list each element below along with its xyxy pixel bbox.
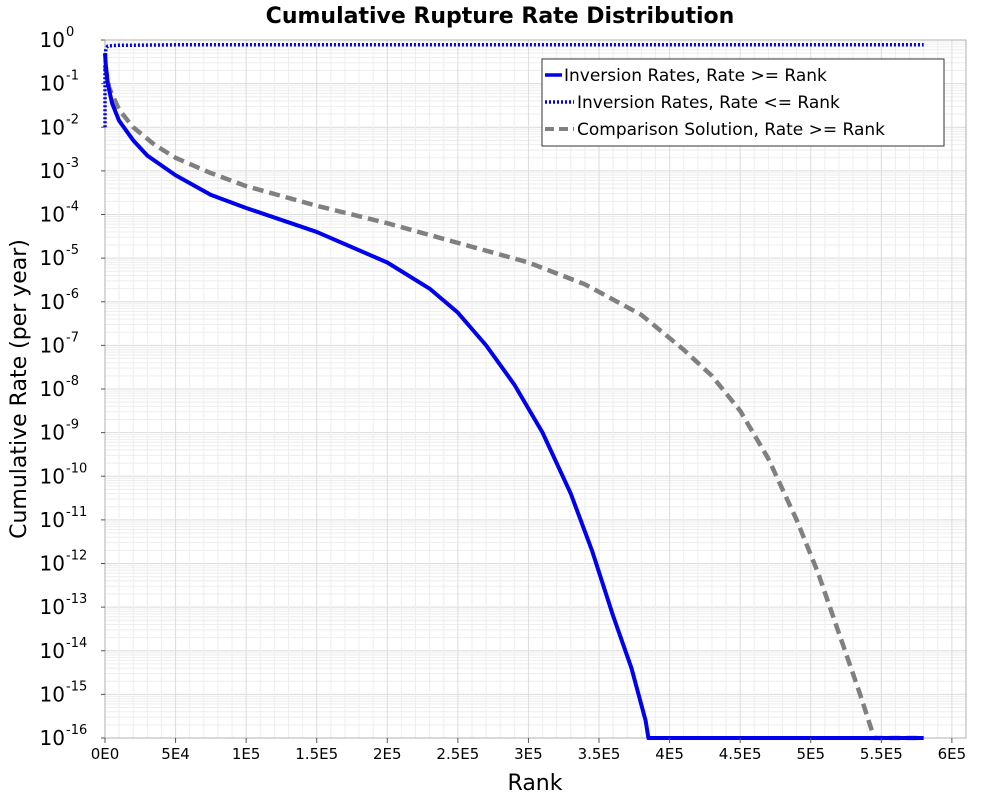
y-tick-base: 10	[40, 508, 65, 532]
x-tick-label: 4.5E5	[719, 745, 762, 763]
y-tick-base: 10	[40, 28, 65, 52]
y-tick-label: 10 -2	[40, 112, 79, 139]
y-axis-label: Cumulative Rate (per year)	[7, 239, 32, 539]
legend: Inversion Rates, Rate >= Rank Inversion …	[541, 58, 945, 147]
y-tick-base: 10	[40, 421, 65, 445]
y-tick-label: 10 -13	[40, 592, 88, 619]
x-tick-label: 2E5	[373, 745, 402, 763]
x-tick-label: 6E5	[938, 745, 967, 763]
x-tick-label: 3E5	[514, 745, 543, 763]
y-tick-exponent: -16	[66, 723, 87, 738]
y-tick-exponent: -1	[66, 69, 79, 84]
y-tick-label: 10 -15	[40, 679, 88, 706]
y-tick-base: 10	[40, 290, 65, 314]
y-tick-exponent: -13	[66, 592, 87, 607]
y-tick-base: 10	[40, 203, 65, 227]
x-tick-label: 2.5E5	[436, 745, 479, 763]
y-tick-base: 10	[40, 246, 65, 270]
x-tick-label: 0E0	[91, 745, 120, 763]
y-tick-label: 10 -5	[40, 243, 79, 270]
x-tick-label: 5.5E5	[860, 745, 903, 763]
y-tick-base: 10	[40, 333, 65, 357]
y-tick-base: 10	[40, 552, 65, 576]
y-tick-exponent: -8	[66, 374, 79, 389]
y-tick-base: 10	[40, 159, 65, 183]
x-tick-label: 5E5	[796, 745, 825, 763]
y-tick-exponent: -2	[66, 112, 79, 127]
y-tick-base: 10	[40, 377, 65, 401]
y-tick-label: 10 -3	[40, 156, 79, 183]
y-tick-base: 10	[40, 639, 65, 663]
y-tick-exponent: -12	[66, 549, 87, 564]
y-tick-label: 10 -7	[40, 330, 79, 357]
y-tick-exponent: -14	[66, 636, 87, 651]
x-tick-label: 1.5E5	[295, 745, 338, 763]
y-tick-exponent: -5	[66, 243, 79, 258]
series-layer	[102, 43, 924, 741]
y-tick-label: 10 -1	[40, 69, 79, 96]
y-tick-base: 10	[40, 464, 65, 488]
x-axis-label: Rank	[508, 771, 563, 796]
legend-label-inversion-le: Inversion Rates, Rate <= Rank	[577, 93, 840, 113]
y-tick-label: 10 0	[40, 25, 75, 52]
series-line-0	[103, 52, 924, 740]
y-tick-label: 10 -12	[40, 549, 88, 576]
legend-box	[541, 58, 945, 147]
series-line-2	[102, 65, 924, 741]
legend-label-comparison: Comparison Solution, Rate >= Rank	[577, 120, 885, 140]
y-tick-exponent: 0	[66, 25, 74, 40]
y-tick-exponent: -10	[66, 461, 87, 476]
y-tick-exponent: -7	[66, 330, 79, 345]
y-tick-exponent: -9	[66, 418, 79, 433]
y-tick-exponent: -3	[66, 156, 79, 171]
y-tick-label: 10 -14	[40, 636, 88, 663]
x-tick-label: 5E4	[161, 745, 190, 763]
y-tick-label: 10 -16	[40, 723, 88, 750]
y-tick-exponent: -15	[66, 679, 87, 694]
y-tick-label: 10 -9	[40, 418, 79, 445]
y-tick-label: 10 -6	[40, 287, 79, 314]
x-tick-label: 3.5E5	[578, 745, 621, 763]
y-tick-exponent: -11	[66, 505, 87, 520]
y-tick-label: 10 -10	[40, 461, 88, 488]
y-tick-exponent: -6	[66, 287, 79, 302]
x-tick-label: 1E5	[232, 745, 261, 763]
x-tick-label: 4E5	[655, 745, 684, 763]
y-tick-base: 10	[40, 726, 65, 750]
chart-title: Cumulative Rupture Rate Distribution	[266, 4, 735, 29]
legend-label-inversion-ge: Inversion Rates, Rate >= Rank	[564, 66, 827, 86]
y-tick-exponent: -4	[66, 200, 79, 215]
y-tick-base: 10	[40, 595, 65, 619]
y-tick-label: 10 -4	[40, 200, 79, 227]
y-tick-base: 10	[40, 72, 65, 96]
y-tick-label: 10 -11	[40, 505, 88, 532]
y-tick-label: 10 -8	[40, 374, 79, 401]
y-axis-ticks: 10 010 -110 -210 -310 -410 -510 -610 -710 -810 -91…	[40, 25, 105, 750]
y-tick-base: 10	[40, 115, 65, 139]
y-tick-base: 10	[40, 682, 65, 706]
x-axis-ticks: 0E0 5E4 1E5 1.5E5 2E5 2.5E5 3E5 3.5E5 4E5 4.5E5 5E…	[91, 738, 966, 763]
